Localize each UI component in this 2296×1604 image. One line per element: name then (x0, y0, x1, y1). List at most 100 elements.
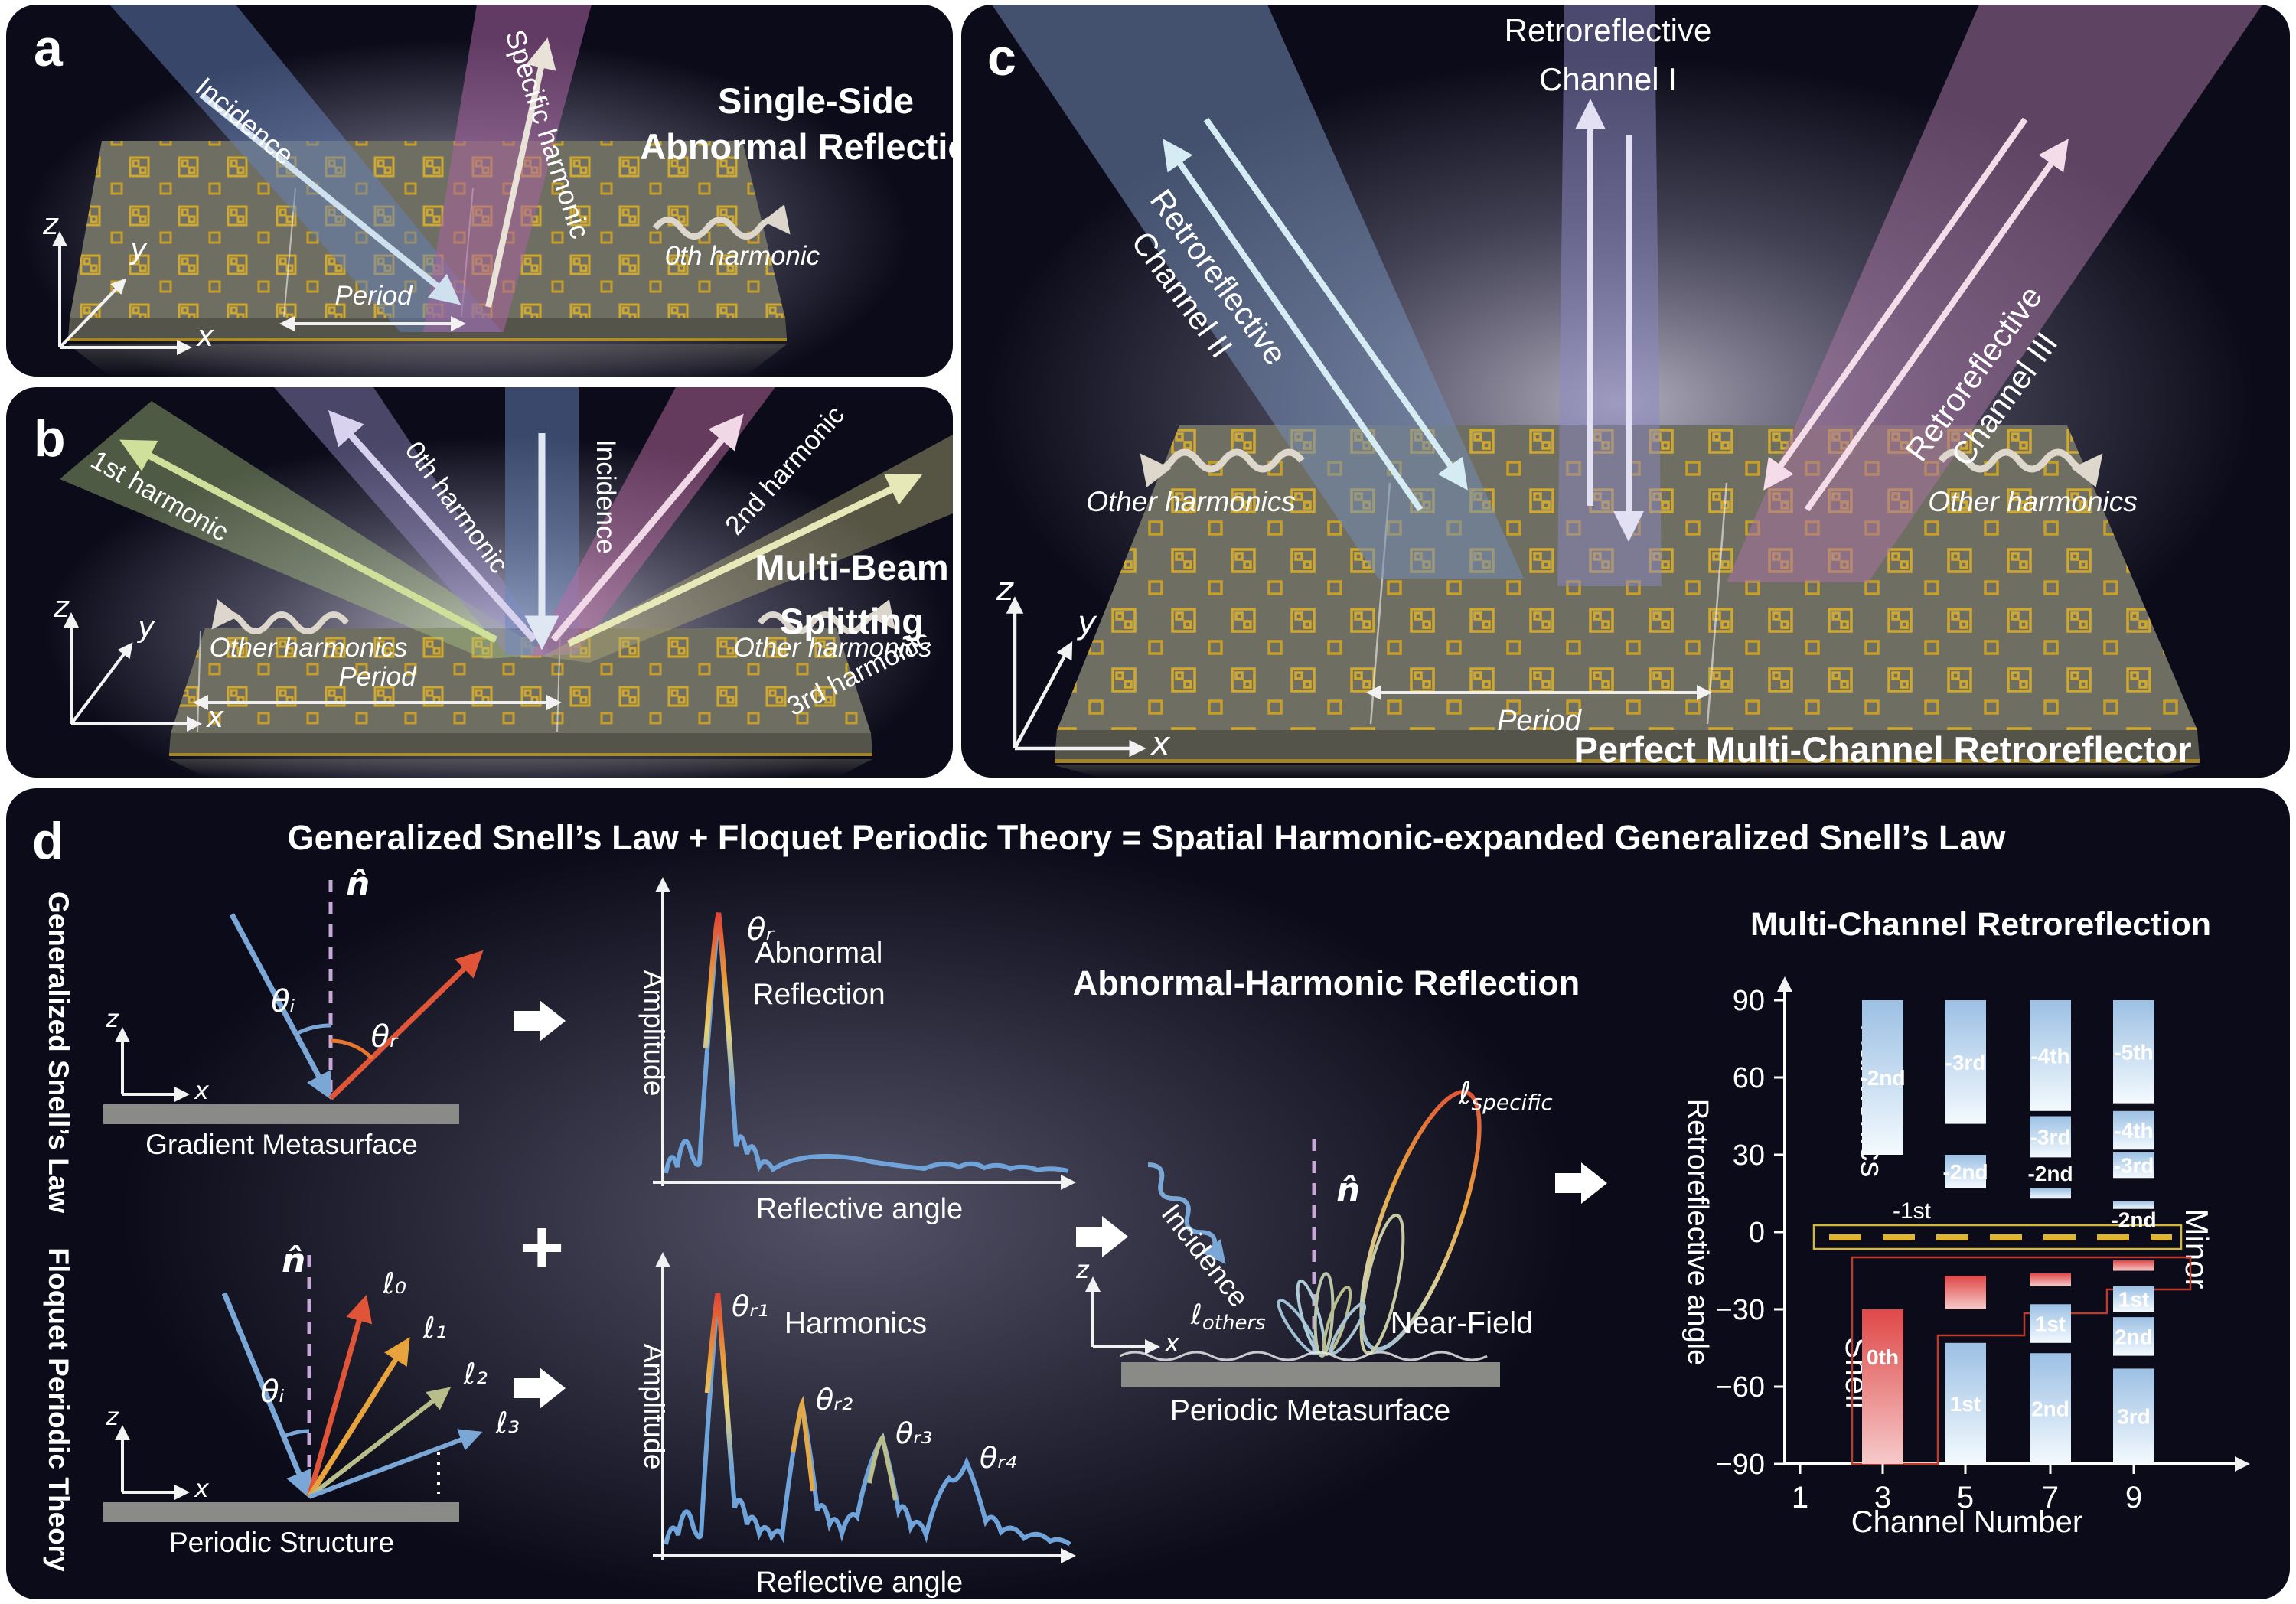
order-1-label: ℓ₁ (422, 1311, 447, 1345)
bar-label: -2nd (2027, 1162, 2073, 1185)
bar-label: -3rd (2030, 1125, 2071, 1149)
axis-z-label: z (996, 570, 1014, 608)
other-harmonics-right-wavy-arrow (757, 599, 895, 634)
chart-title: Multi-Channel Retroreflection (1750, 906, 2211, 943)
period-label: Period (338, 662, 417, 692)
peak-2-overlay (791, 1395, 815, 1492)
specific-harmonic-arrow (485, 37, 556, 308)
harmonic-2-arrow (550, 413, 744, 642)
minus-first-box (1812, 1224, 2183, 1250)
axes (1085, 1276, 1160, 1355)
incident-ray (229, 913, 331, 1100)
normal-label: n̂ (282, 1241, 305, 1280)
side-label-floquet-periodic-theory: Floquet Periodic Theory (43, 1247, 74, 1572)
gradient-metasurface-diagram: n̂ θᵢ θᵣ z x Gradient Metasurface (103, 865, 484, 1160)
order-0-ray (306, 1294, 373, 1498)
panel-b-label: b (34, 409, 66, 468)
panel-d-title: Generalized Snell’s Law + Floquet Period… (288, 818, 2007, 857)
axis-y-label: y (1076, 604, 1097, 641)
theta-r1-label: θᵣ₁ (732, 1289, 768, 1323)
bar-ch9--5th (2113, 1000, 2154, 1104)
periodic-metasurface-caption: Periodic Metasurface (1170, 1394, 1450, 1427)
axis-y-label: y (137, 610, 155, 644)
panel-b-multi-beam-splitting: z y x 1st harmonic 0th harmonic Incidenc… (6, 387, 953, 778)
ahr-title: Abnormal-Harmonic Reflection (1073, 963, 1580, 1002)
panel-a-title-line1: Single-Side (718, 80, 914, 121)
amplitude-axis-label: Amplitude (638, 970, 670, 1097)
axis-y-label: y (129, 232, 148, 266)
bar-ch7--2nd (2030, 1188, 2071, 1199)
theta-r4-label: θᵣ₄ (980, 1441, 1016, 1475)
bar-ch3-0th (1862, 1309, 1903, 1464)
theta-r-peak-label: θᵣ (747, 912, 775, 947)
l-specific-sub: specific (1472, 1090, 1554, 1115)
y-tick-label: −30 (1716, 1294, 1765, 1326)
harmonics-plot: θᵣ₁ θᵣ₂ θᵣ₃ θᵣ₄ Amplitude Harmonics Refl… (638, 1252, 1076, 1599)
panel-b-title-line2: Splitting (780, 601, 924, 641)
panel-a-title-line2: Abnormal Reflection (640, 126, 953, 167)
theta-r-label: θᵣ (371, 1019, 399, 1055)
incidence-label: Incidence (591, 439, 621, 554)
plus-sign: + (520, 1205, 564, 1290)
other-harmonics-left-wavy-arrow (1140, 448, 1305, 487)
axis-x-label: x (1150, 725, 1171, 762)
x-tick-label: 7 (2042, 1481, 2059, 1514)
axis-x-label: x (196, 319, 214, 353)
order-2-label: ℓ₂ (463, 1357, 488, 1390)
panel-b-figure: z y x 1st harmonic 0th harmonic Incidenc… (34, 387, 953, 778)
bar-label: -2nd (1942, 1160, 1988, 1184)
period-label: Period (334, 281, 413, 311)
axis-x-label: x (194, 1474, 210, 1503)
side-label-generalized-snells-law: Generalized Snell’s Law (43, 892, 74, 1213)
panel-c-figure: z y x Retroreflective Channel I Retroref… (984, 5, 2262, 778)
snell-staircase-outline (1851, 1256, 2192, 1465)
reflected-ray (328, 950, 484, 1100)
panel-a-single-side-abnormal-reflection: z y x Incidence Specific harmonic 0th ha… (6, 5, 953, 377)
other-harmonics-left-label: Other harmonics (1086, 486, 1296, 517)
bar-ch7-2nd (2030, 1353, 2071, 1464)
axis-z-label: z (42, 207, 59, 241)
reflection-curve (664, 912, 1069, 1174)
incidence-beam (109, 5, 502, 332)
metasurface-bar (103, 1104, 459, 1124)
minor-region-label: Minor (2179, 1208, 2215, 1289)
bar-label: 1st (2118, 1288, 2149, 1312)
axes (115, 1027, 190, 1102)
panel-a-figure: z y x Incidence Specific harmonic 0th ha… (21, 5, 953, 377)
normal-label: n̂ (1336, 1171, 1360, 1210)
order-3-ray (308, 1429, 483, 1499)
harmonic-1-beam (60, 401, 550, 659)
bar-ch9-3rd (2113, 1368, 2154, 1464)
metasurface-bar (103, 1502, 459, 1522)
l-specific-label: ℓspecific (1458, 1076, 1553, 1115)
flow-arrow-1 (514, 1000, 566, 1042)
x-tick-label: 9 (2125, 1481, 2142, 1514)
bar-ch9--2nd (2113, 1201, 2154, 1209)
specific-harmonic-beam (423, 5, 592, 332)
bar-ch7-snell (2030, 1273, 2071, 1286)
abnormal-reflection-plot: θᵣ Amplitude Abnormal Reflection Reflect… (638, 877, 1076, 1225)
bar-ch5--2nd (1945, 1155, 1986, 1188)
bar-ch5-snell (1945, 1276, 1986, 1309)
zeroth-harmonic-label: 0th harmonic (665, 241, 820, 271)
panel-c-title: Perfect Multi-Channel Retroreflector (1574, 729, 2192, 770)
flow-arrow-2 (514, 1368, 566, 1409)
channel-ii-beam (992, 5, 1524, 579)
bar-label: 1st (2035, 1312, 2066, 1336)
channel-i-arrows (1575, 99, 1644, 542)
abnormal-title-line1: Abnormal (755, 937, 883, 970)
incident-ray (221, 1292, 311, 1498)
harmonic-3-arrow (567, 474, 923, 647)
periodic-structure-diagram: n̂ θᵢ ℓ₀ ℓ₁ ℓ₂ ℓ₃ z x Periodic Structure (103, 1241, 520, 1558)
axis-x-label: x (194, 1076, 210, 1105)
channel-ii-arrows (1163, 117, 1468, 512)
harmonics-title: Harmonics (784, 1307, 927, 1340)
bar-label: -3rd (1945, 1051, 1986, 1074)
peak-1-gradient (704, 1293, 735, 1470)
bar-ch3--2nd (1862, 1000, 1903, 1155)
bar-label: -2nd (2111, 1208, 2156, 1232)
l-specific-base: ℓ (1458, 1076, 1472, 1111)
theta-i-arc (295, 1023, 331, 1036)
y-tick-label: −90 (1716, 1449, 1765, 1481)
glow-backdrop (121, 826, 1575, 1599)
